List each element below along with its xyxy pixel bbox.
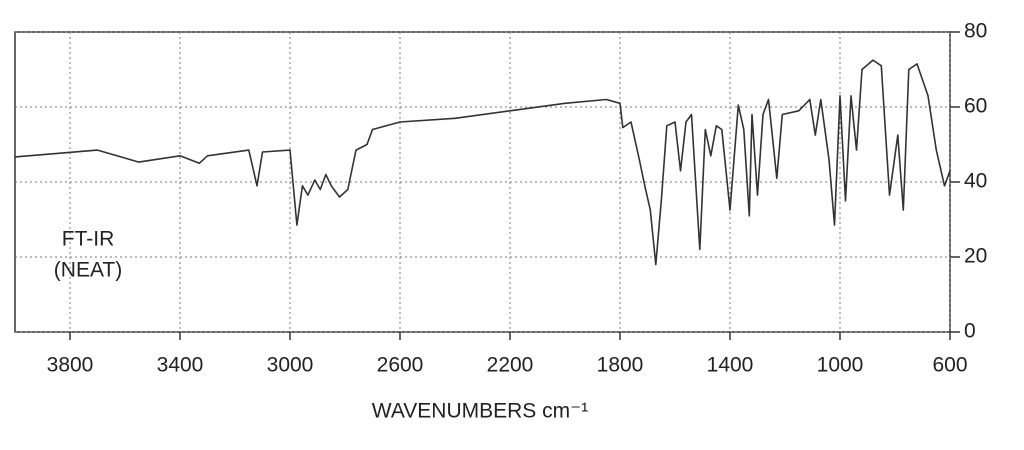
y-tick-label: 0 (964, 320, 976, 343)
x-axis-label: WAVENUMBERS cm⁻¹ (372, 400, 588, 423)
y-tick-label: 40 (964, 170, 987, 193)
x-tick-label: 2600 (377, 354, 424, 377)
x-tick-label: 1800 (597, 354, 644, 377)
x-tick-label: 1400 (707, 354, 754, 377)
x-tick-label: 1000 (817, 354, 864, 377)
x-tick-label: 3800 (47, 354, 94, 377)
x-tick-label: 600 (932, 354, 967, 377)
x-tick-label: 3000 (267, 354, 314, 377)
spectrum-line (14, 59, 951, 266)
y-tick-label: 60 (964, 95, 987, 118)
annotation: (NEAT) (54, 259, 122, 282)
x-tick-label: 2200 (487, 354, 534, 377)
y-tick-label: 20 (964, 245, 987, 268)
annotation: FT-IR (62, 228, 115, 251)
x-tick-label: 3400 (157, 354, 204, 377)
y-tick-label: 80 (964, 20, 987, 43)
